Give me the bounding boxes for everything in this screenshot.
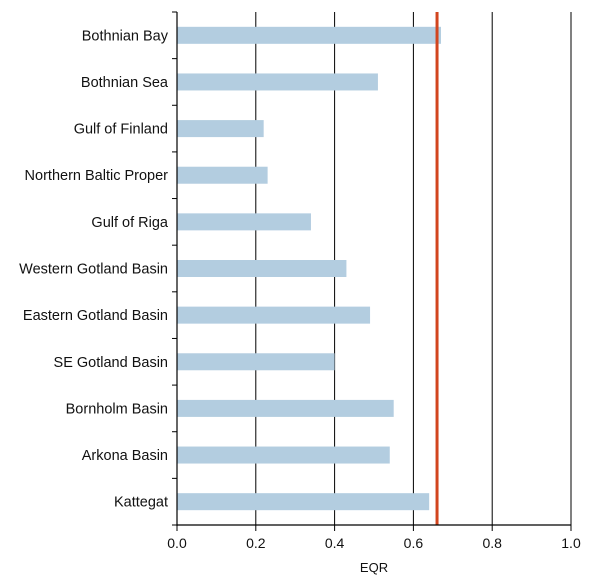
category-label-3: Northern Baltic Proper — [25, 168, 169, 184]
x-tick-label-2: 0.4 — [325, 535, 345, 551]
category-label-8: Bornholm Basin — [66, 401, 168, 417]
category-label-0: Bothnian Bay — [82, 28, 169, 44]
bar-1 — [177, 73, 378, 91]
category-label-1: Bothnian Sea — [81, 75, 169, 91]
category-label-10: Kattegat — [114, 495, 168, 511]
bars — [177, 26, 441, 511]
category-label-9: Arkona Basin — [82, 448, 168, 464]
x-tick-label-0: 0.0 — [167, 535, 187, 551]
bar-7 — [177, 353, 335, 371]
x-tick-label-1: 0.2 — [246, 535, 266, 551]
bar-9 — [177, 446, 390, 464]
category-label-2: Gulf of Finland — [74, 122, 168, 138]
x-tick-labels: 0.0 0.2 0.4 0.6 0.8 1.0 — [167, 535, 581, 551]
bar-10 — [177, 493, 430, 511]
bar-2 — [177, 120, 264, 138]
category-label-7: SE Gotland Basin — [54, 355, 168, 371]
bar-0 — [177, 26, 441, 44]
bar-3 — [177, 166, 268, 184]
gridlines — [255, 12, 572, 525]
x-tick-label-5: 1.0 — [561, 535, 581, 551]
axes — [172, 11, 572, 531]
x-tick-label-4: 0.8 — [482, 535, 502, 551]
x-axis-label: EQR — [360, 560, 388, 575]
category-label-4: Gulf of Riga — [91, 215, 168, 231]
x-tick-label-3: 0.6 — [404, 535, 424, 551]
bar-5 — [177, 260, 347, 277]
bar-8 — [177, 399, 394, 417]
category-label-6: Eastern Gotland Basin — [23, 308, 168, 324]
category-label-5: Western Gotland Basin — [19, 262, 168, 278]
category-labels: Bothnian Bay Bothnian Sea Gulf of Finland N… — [19, 28, 169, 510]
bar-6 — [177, 306, 371, 324]
bar-4 — [177, 213, 311, 231]
